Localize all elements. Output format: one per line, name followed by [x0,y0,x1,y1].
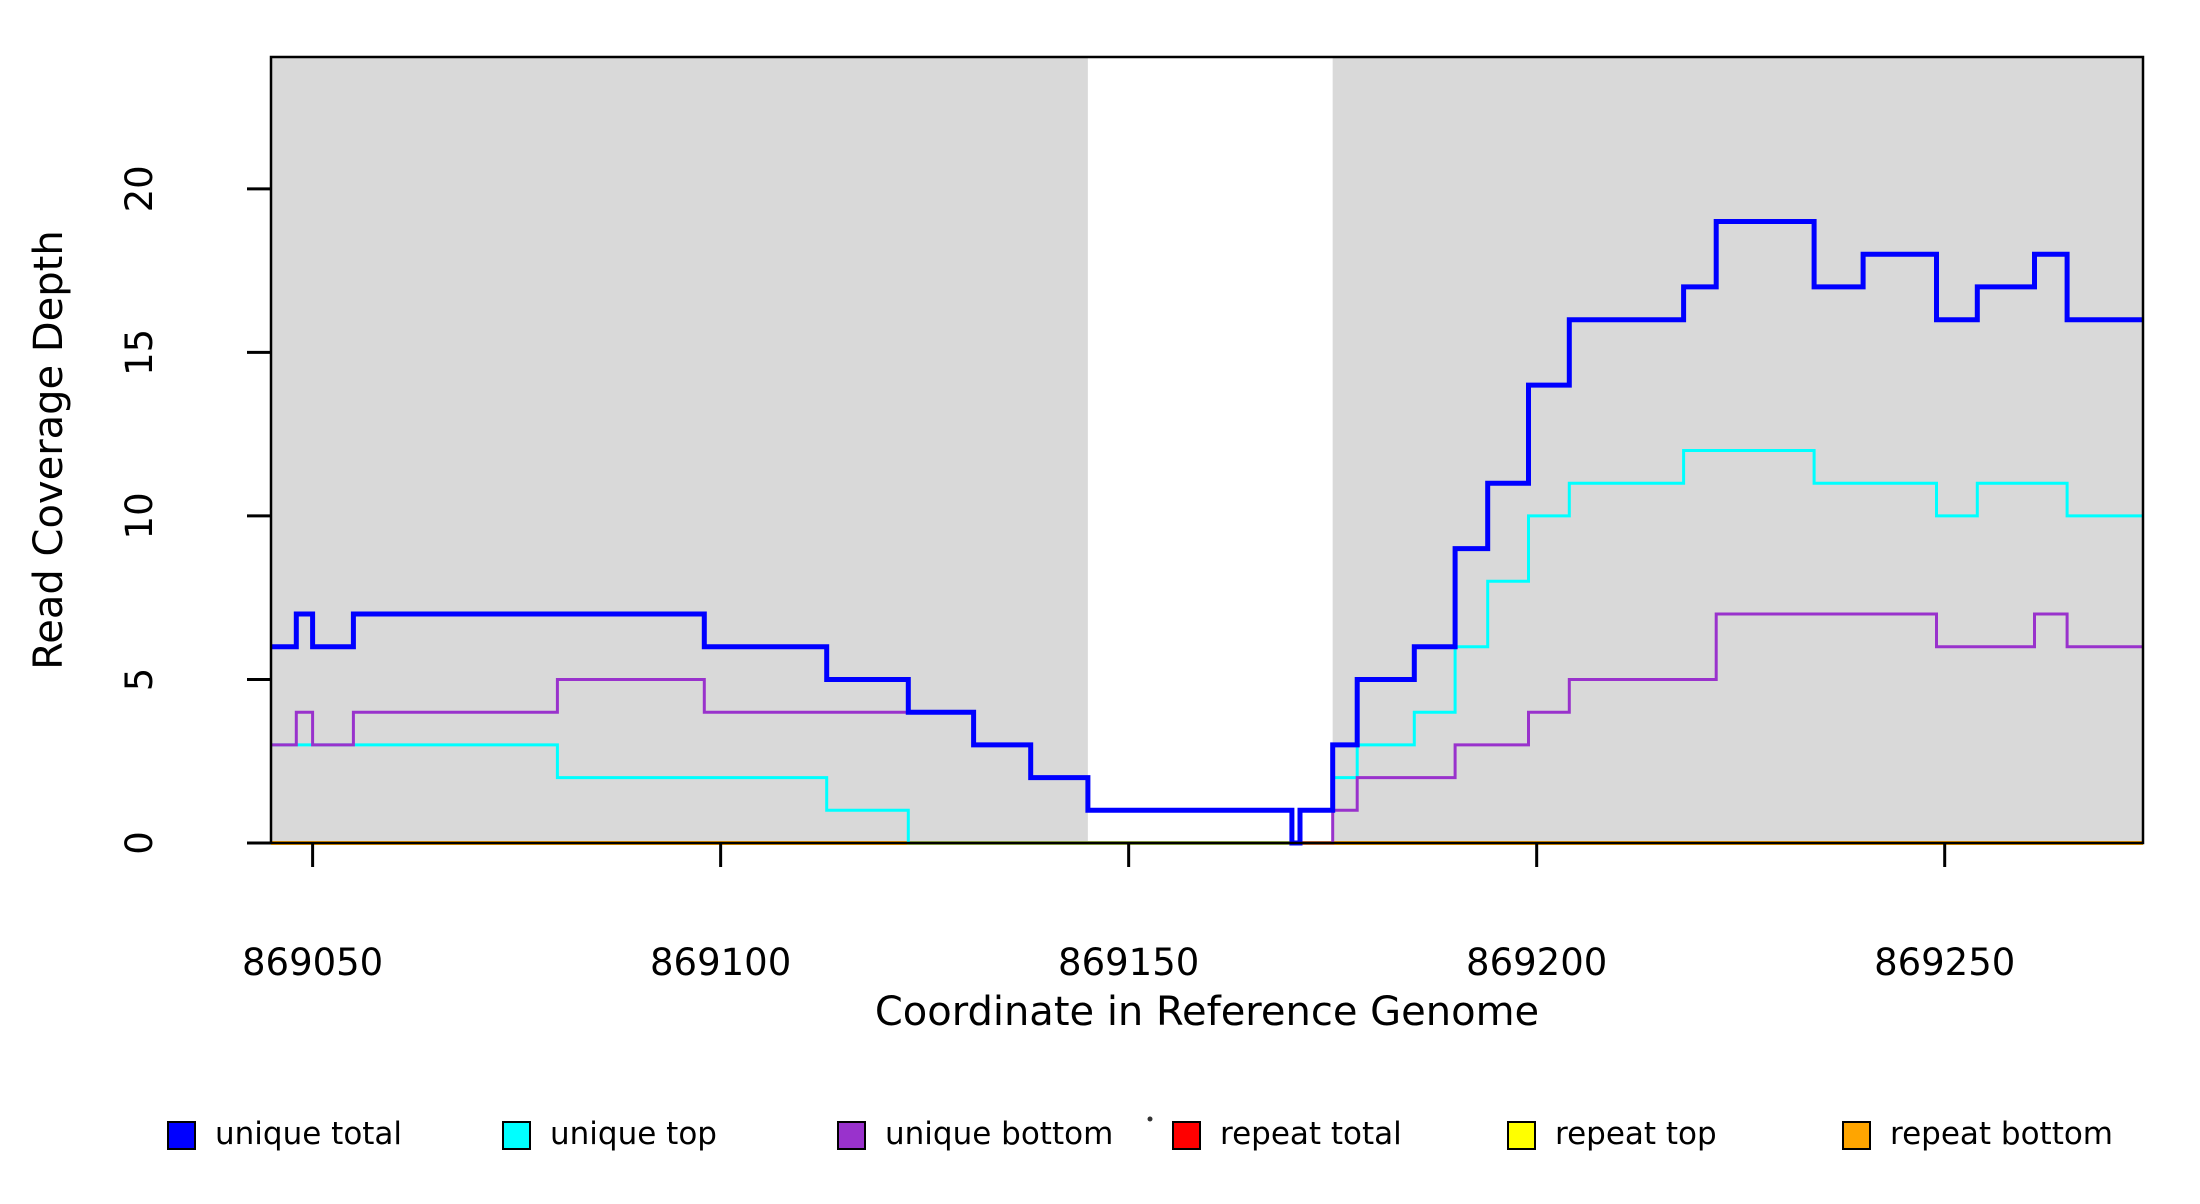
legend-label-unique-top: unique top [550,1116,717,1152]
legend-label-unique-total: unique total [215,1116,402,1152]
x-tick-label: 869250 [1874,941,2015,984]
legend-label-repeat-bottom: repeat bottom [1890,1116,2113,1152]
legend-label-repeat-top: repeat top [1555,1116,1717,1152]
legend-swatch-unique-total [167,1121,196,1150]
y-tick-label: 10 [118,492,161,539]
y-tick-label: 0 [118,831,161,855]
legend-swatch-unique-bottom [837,1121,866,1150]
y-tick-label: 5 [118,668,161,692]
x-tick-label: 869200 [1466,941,1607,984]
y-axis-title: Read Coverage Depth [26,230,72,669]
legend-swatch-repeat-top [1507,1121,1536,1150]
series-line-unique-total [271,219,2143,846]
legend-swatch-repeat-bottom [1842,1121,1871,1150]
series-line-unique-top [271,449,2143,845]
x-tick-label: 869100 [650,941,791,984]
x-tick-label: 869150 [1058,941,1199,984]
x-axis-title: Coordinate in Reference Genome [875,989,1539,1035]
plot-border [269,55,2145,845]
legend-label-repeat-total: repeat total [1220,1116,1402,1152]
y-tick-label: 20 [118,165,161,212]
legend-swatch-unique-top [502,1121,531,1150]
artifact-dot [1147,1116,1153,1122]
legend-swatch-repeat-total [1172,1121,1201,1150]
legend-label-unique-bottom: unique bottom [885,1116,1113,1152]
x-tick-label: 869050 [242,941,383,984]
shaded-region-0 [271,57,1088,843]
y-tick-label: 15 [118,329,161,376]
